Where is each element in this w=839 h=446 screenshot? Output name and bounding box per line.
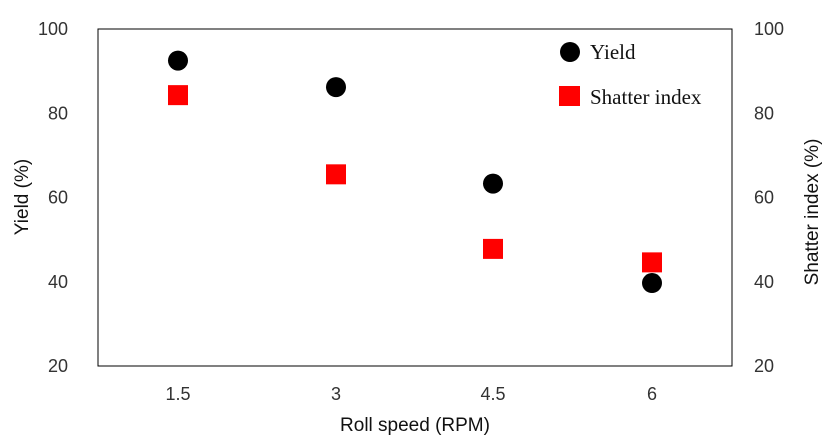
legend-marker-yield [560, 42, 580, 62]
y-axis-title: Yield (%) [12, 159, 33, 235]
legend-marker-shatter-index [559, 86, 580, 106]
data-point-shatter-index [642, 252, 662, 273]
y-tick-label: 20 [48, 356, 68, 376]
data-point-shatter-index [326, 164, 346, 185]
x-tick-label: 1.5 [165, 384, 190, 404]
y2-tick-label: 80 [754, 103, 774, 123]
data-point-yield [168, 50, 188, 71]
right-y-ticks: 20 40 60 80 100 [754, 19, 784, 376]
y-tick-label: 40 [48, 272, 68, 292]
data-point-yield [642, 273, 662, 294]
y-tick-label: 100 [38, 19, 68, 39]
x-axis-title: Roll speed (RPM) [340, 415, 490, 436]
x-tick-label: 3 [331, 384, 341, 404]
y2-tick-label: 20 [754, 356, 774, 376]
data-points [168, 50, 662, 294]
left-y-ticks: 20 40 60 80 100 [38, 19, 68, 376]
y-tick-label: 80 [48, 103, 68, 123]
y-tick-label: 60 [48, 188, 68, 208]
x-ticks: 1.5 3 4.5 6 [165, 384, 657, 404]
data-point-yield [326, 77, 346, 98]
data-point-shatter-index [483, 238, 503, 259]
y2-tick-label: 60 [754, 188, 774, 208]
plot-area [97, 28, 733, 367]
data-point-shatter-index [168, 85, 188, 106]
x-tick-label: 6 [647, 384, 657, 404]
x-tick-label: 4.5 [480, 384, 505, 404]
y2-tick-label: 40 [754, 272, 774, 292]
legend-label-yield: Yield [590, 40, 636, 64]
y2-axis-title: Shatter index (%) [802, 139, 823, 286]
legend-label-shatter-index: Shatter index [590, 85, 702, 109]
data-point-yield [483, 173, 503, 194]
legend: Yield Shatter index [559, 40, 702, 109]
y2-tick-label: 100 [754, 19, 784, 39]
